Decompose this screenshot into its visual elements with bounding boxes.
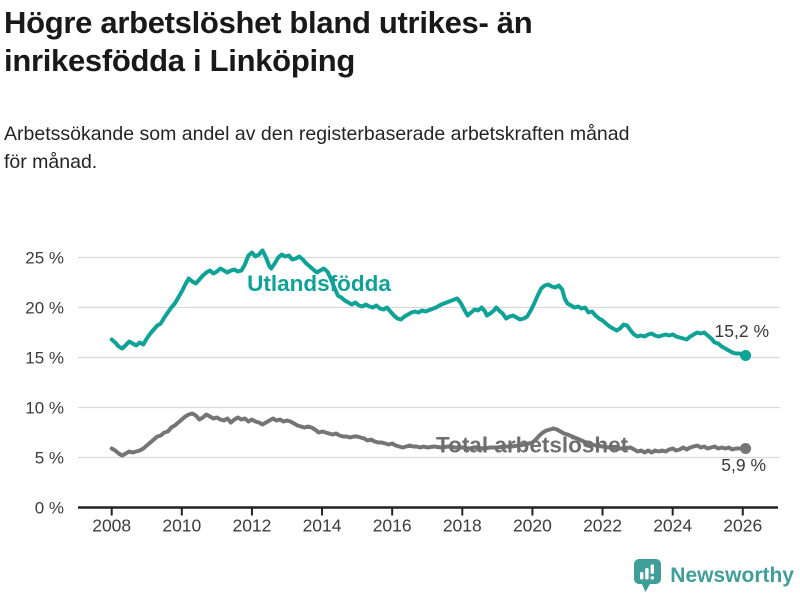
x-axis-label: 2020 [513,516,552,536]
y-axis-label: 0 % [35,499,64,518]
y-axis-label: 20 % [25,299,64,318]
x-axis-label: 2026 [723,516,762,536]
x-axis-label: 2012 [232,516,271,536]
y-axis-label: 5 % [35,449,64,468]
x-axis-label: 2024 [653,516,692,536]
chart-subtitle: Arbetssökande som andel av den registerb… [4,121,744,176]
y-axis-label: 25 % [25,249,64,268]
gridlines-group: 0 % 5 % 10 % 15 % 20 % 25 % [25,249,780,518]
newsworthy-logo-icon [634,559,662,592]
page-title: Högre arbetslöshet bland utrikes- än inr… [4,4,694,80]
y-axis-label: 15 % [25,349,64,368]
x-axis-label: 2014 [303,516,342,536]
page-title-line2: inrikesfödda i Linköping [4,43,356,78]
x-axis-group: 2008 2010 2012 2014 2016 2018 2020 2022 2024 2026 [92,508,762,536]
chart-subtitle-line1: Arbetssökande som andel av den registerb… [4,123,630,145]
end-value-label-utlandsfodda: 15,2 % [715,321,769,341]
series-group [109,248,752,458]
chart-subtitle-line2: för månad. [4,150,98,173]
page-title-line1: Högre arbetslöshet bland utrikes- än [4,5,533,40]
series-end-dot-utlandsfodda [740,350,752,361]
y-axis-label: 10 % [25,399,64,418]
series-line-total [109,411,748,458]
x-axis-label: 2018 [443,516,482,536]
series-label-total-arbetsloshet: Total arbetslöshet [436,433,629,458]
x-axis-label: 2022 [583,516,622,536]
x-axis-label: 2008 [92,516,131,536]
x-axis-label: 2010 [162,516,201,536]
end-value-label-total: 5,9 % [721,455,766,475]
newsworthy-branding: Newsworthy [632,558,794,593]
series-line-utlandsfodda [109,248,748,358]
series-end-dot-total [740,443,752,454]
x-axis-label: 2016 [373,516,412,536]
newsworthy-brand-name: Newsworthy [670,563,794,587]
series-label-utlandsfodda: Utlandsfödda [247,271,391,296]
